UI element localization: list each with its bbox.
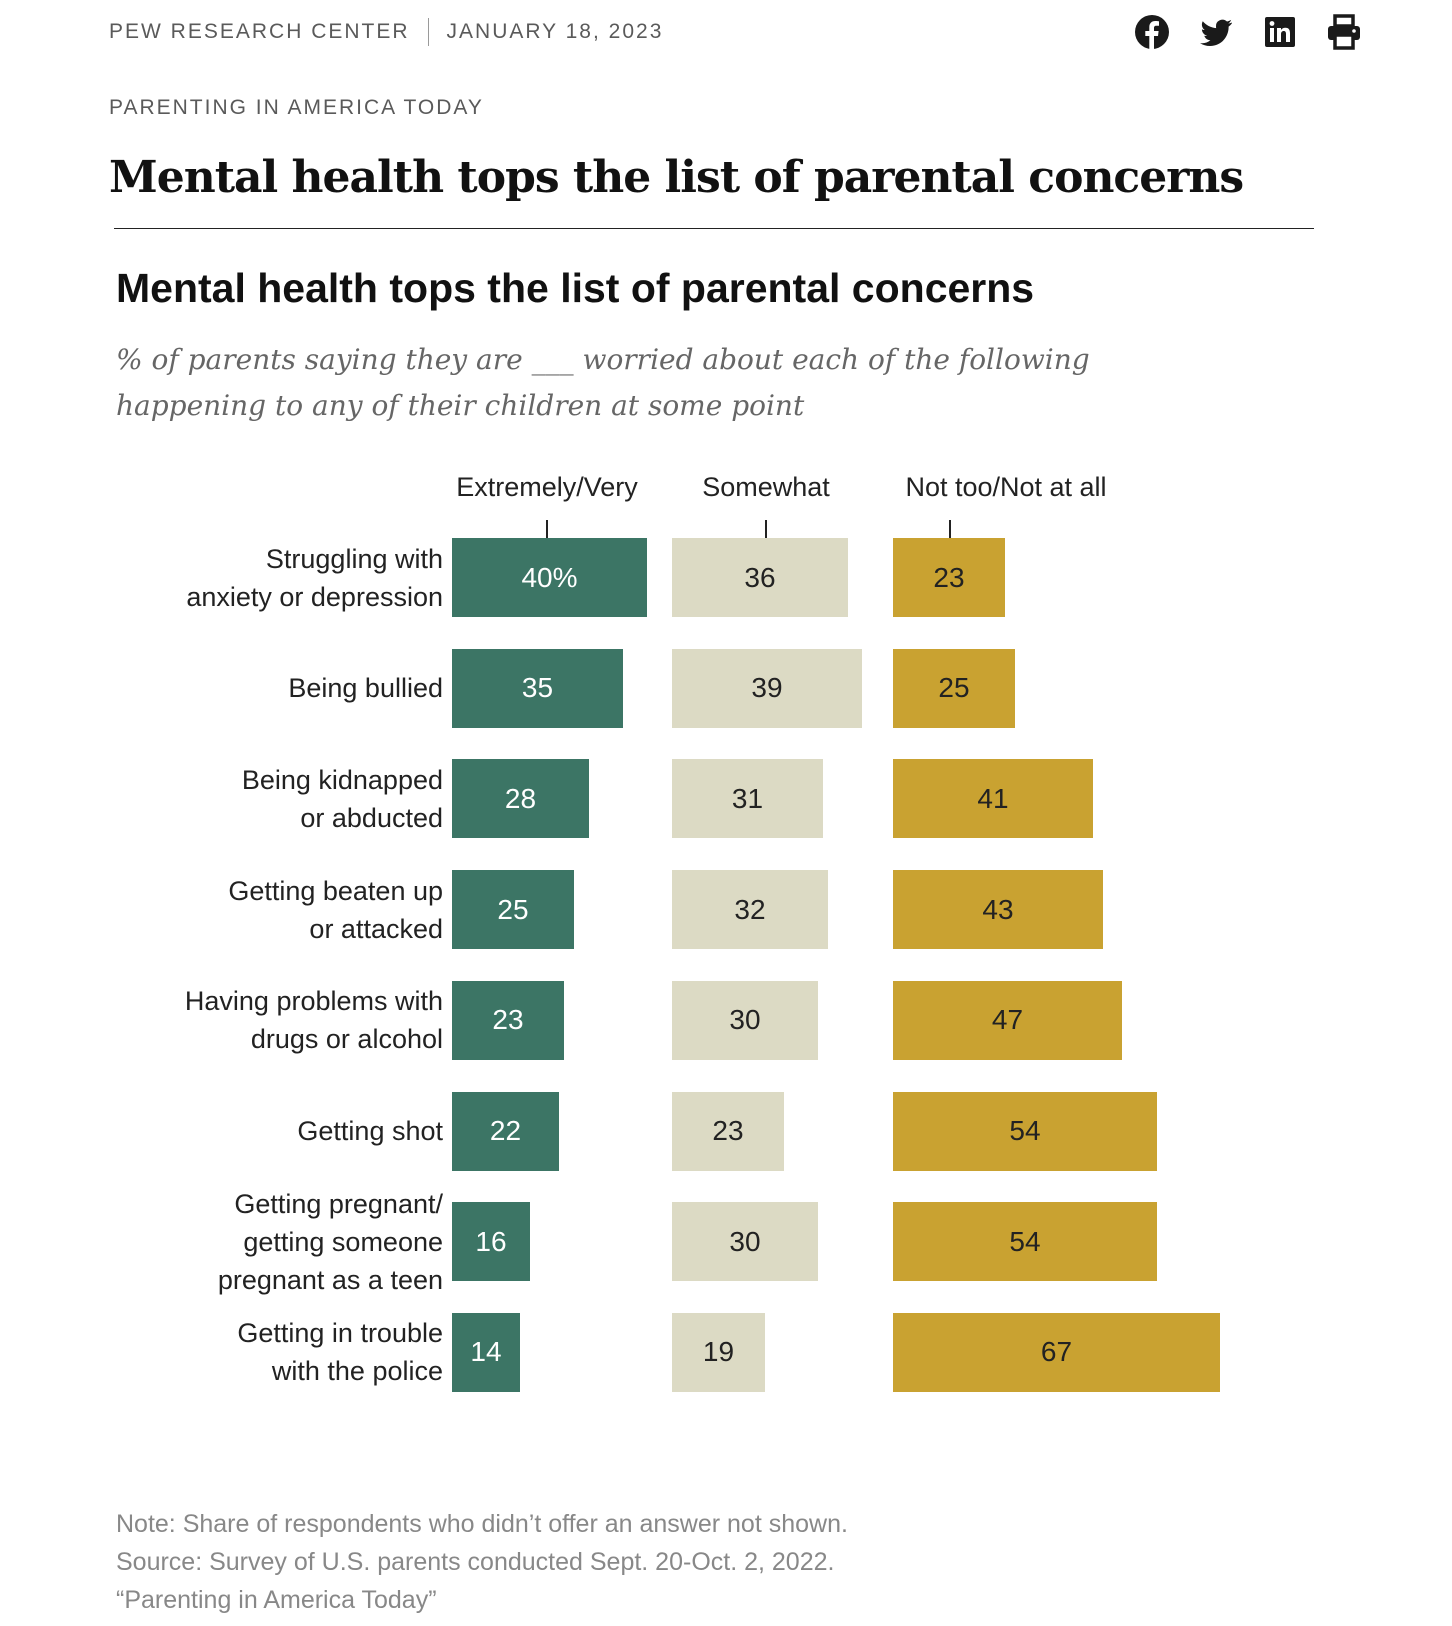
share-bar: [1134, 14, 1362, 50]
bar-1: 39: [672, 648, 862, 728]
category-label: Having problems with drugs or alcohol: [184, 986, 443, 1055]
category-label: Getting shot: [297, 1116, 443, 1146]
category-label: Being bullied: [288, 673, 443, 704]
data-label: 40%: [521, 561, 578, 593]
bar-1: 30: [672, 980, 818, 1060]
bar-1: 31: [672, 759, 823, 839]
data-label: 30: [729, 1004, 761, 1036]
bar-2: 54: [893, 1202, 1157, 1282]
data-label: 43: [982, 893, 1014, 925]
source-text: Source: Survey of U.S. parents conducted…: [116, 1548, 835, 1576]
data-label: 47: [991, 1004, 1024, 1036]
data-label: 35: [521, 672, 554, 704]
publisher-name: PEW RESEARCH CENTER: [109, 20, 410, 43]
bar-2: 25: [893, 648, 1015, 728]
category-label: Getting beaten up or attacked: [228, 875, 443, 944]
chart-subtitle: % of parents saying they are ___ worried…: [116, 337, 1216, 429]
data-label: 25: [938, 672, 970, 704]
data-label: 23: [933, 561, 965, 593]
data-label: 54: [1009, 1115, 1041, 1146]
data-label: 32: [734, 893, 766, 925]
page-title: Mental health tops the list of parental …: [109, 152, 1244, 203]
title-divider: [114, 228, 1314, 229]
bar-0: 16: [452, 1202, 530, 1282]
linkedin-icon[interactable]: [1262, 14, 1298, 50]
meta-divider: [427, 18, 429, 46]
data-label: 16: [475, 1225, 507, 1257]
bar-2: 43: [893, 870, 1103, 950]
bar-0: 40%: [452, 538, 647, 617]
twitter-icon[interactable]: [1198, 14, 1234, 50]
print-icon[interactable]: [1326, 14, 1362, 50]
data-label: 39: [751, 672, 783, 704]
data-label: 30: [729, 1225, 761, 1257]
chart-subtitle-text: % of parents saying they are ___ worried…: [116, 343, 1090, 422]
bar-2: 67: [893, 1312, 1220, 1392]
data-label: 23: [492, 1004, 524, 1036]
data-label: 28: [504, 782, 537, 814]
bar-0: 23: [452, 980, 564, 1060]
bar-1: 36: [672, 538, 848, 617]
bar-2: 23: [893, 538, 1005, 617]
category-label: Struggling with anxiety or depression: [186, 543, 443, 612]
legend-label-0: Extremely/Very: [456, 472, 638, 502]
section-kicker[interactable]: PARENTING IN AMERICA TODAY: [109, 96, 484, 119]
category-label: Getting in trouble with the police: [237, 1318, 443, 1387]
category-label: Getting pregnant/getting someone pregnant…: [217, 1188, 443, 1295]
bar-0: 14: [452, 1312, 520, 1392]
chart-notes: Note: Share of respondents who didn’t of…: [116, 1505, 848, 1619]
publish-date: JANUARY 18, 2023: [446, 20, 664, 43]
facebook-icon[interactable]: [1134, 14, 1170, 50]
bar-2: 47: [893, 980, 1122, 1060]
bar-1: 19: [672, 1312, 765, 1392]
data-label: 19: [702, 1336, 735, 1368]
data-label: 54: [1009, 1225, 1041, 1257]
legend-label-2: Not too/Not at all: [905, 472, 1107, 502]
data-label: 67: [1040, 1336, 1073, 1368]
data-label: 31: [731, 782, 764, 814]
chart-title: Mental health tops the list of parental …: [116, 265, 1035, 311]
article-meta: PEW RESEARCH CENTER JANUARY 18, 2023: [109, 18, 663, 46]
bar-2: 54: [893, 1091, 1157, 1171]
bar-0: 28: [452, 759, 589, 839]
data-label: 25: [497, 893, 529, 925]
data-label: 41: [977, 782, 1009, 814]
data-label: 23: [712, 1115, 744, 1146]
bar-0: 22: [452, 1091, 559, 1171]
note-text: Note: Share of respondents who didn’t of…: [116, 1510, 848, 1538]
bar-0: 35: [452, 648, 623, 728]
data-label: 36: [744, 561, 776, 593]
bar-1: 30: [672, 1202, 818, 1282]
data-label: 14: [470, 1336, 502, 1368]
bar-2: 41: [893, 759, 1093, 839]
bar-1: 23: [672, 1091, 784, 1171]
category-label: Being kidnapped or abducted: [241, 764, 443, 833]
data-label: 22: [489, 1115, 522, 1146]
bar-0: 25: [452, 870, 574, 950]
report-text: “Parenting in America Today”: [116, 1586, 437, 1614]
bar-1: 32: [672, 870, 828, 950]
legend-label-1: Somewhat: [702, 472, 830, 502]
